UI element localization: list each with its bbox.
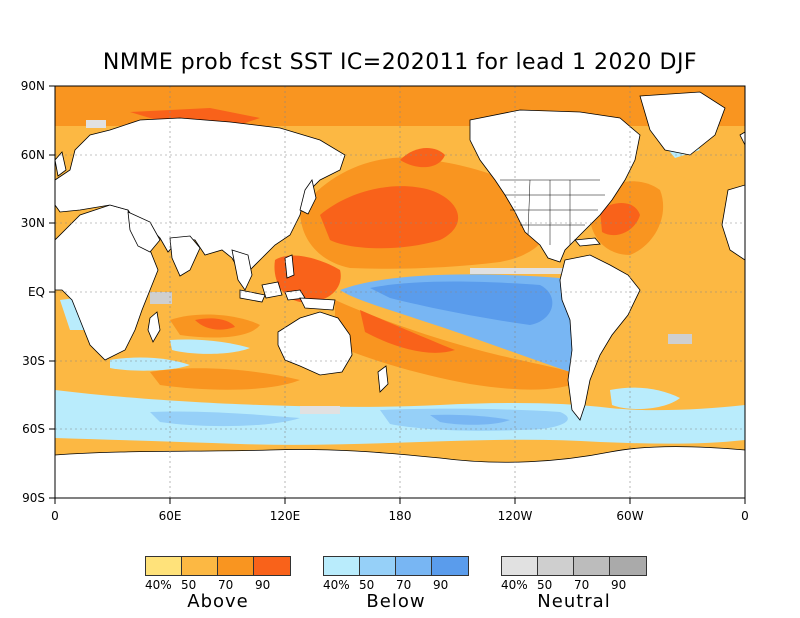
legend-swatch	[218, 557, 254, 575]
legend-tick: 90	[611, 578, 627, 592]
x-tick-label: 120E	[270, 509, 301, 523]
legend-tick: 90	[433, 578, 449, 592]
legend-label: Above	[187, 591, 249, 612]
legend-swatch	[574, 557, 610, 575]
y-tick-label: 90N	[21, 79, 45, 93]
legend-tick: 70	[574, 578, 590, 592]
x-tick-label: 0	[51, 509, 59, 523]
legend-swatch	[610, 557, 646, 575]
legend-above: 40% 50 70 90 Above	[145, 556, 291, 612]
y-tick-label: 30N	[21, 216, 45, 230]
legend-swatch	[324, 557, 360, 575]
legend-colorbar	[145, 556, 291, 576]
x-tick-label: 60W	[616, 509, 643, 523]
legend-tick: 40%	[145, 578, 172, 592]
y-tick-label: 60S	[22, 422, 45, 436]
legend-swatch	[432, 557, 468, 575]
y-tick-label: 90S	[22, 491, 45, 505]
legend-swatch	[254, 557, 290, 575]
legend-tick: 90	[255, 578, 271, 592]
legend-colorbar	[501, 556, 647, 576]
graticule	[55, 86, 745, 498]
legend-swatch	[396, 557, 432, 575]
y-tick-label: EQ	[28, 285, 45, 299]
legend-tick: 40%	[323, 578, 350, 592]
y-axis-labels: 90N 60N 30N EQ 30S 60S 90S	[21, 79, 45, 505]
x-tick-label: 120W	[498, 509, 533, 523]
legend-tick: 50	[181, 578, 197, 592]
legend-label: Below	[366, 591, 426, 612]
legend-swatch	[360, 557, 396, 575]
legend-swatch	[182, 557, 218, 575]
x-tick-label: 180	[389, 509, 412, 523]
y-tick-label: 60N	[21, 148, 45, 162]
x-tick-label: 60E	[159, 509, 182, 523]
legend-tick: 70	[218, 578, 234, 592]
legend-below: 40% 50 70 90 Below	[323, 556, 469, 612]
legend-tick: 50	[359, 578, 375, 592]
tick-marks	[49, 85, 746, 504]
legend-label: Neutral	[537, 591, 611, 612]
legend-colorbar	[323, 556, 469, 576]
legend-tick: 40%	[501, 578, 528, 592]
x-axis-labels: 0 60E 120E 180 120W 60W 0	[51, 509, 749, 523]
us-borders	[500, 179, 605, 245]
legend-swatch	[538, 557, 574, 575]
legend-swatch	[146, 557, 182, 575]
legend-tick: 50	[537, 578, 553, 592]
legend-tick: 70	[396, 578, 412, 592]
x-tick-label: 0	[741, 509, 749, 523]
legend-swatch	[502, 557, 538, 575]
y-tick-label: 30S	[22, 354, 45, 368]
continents	[55, 91, 745, 421]
map-title: NMME prob fcst SST IC=202011 for lead 1 …	[102, 50, 698, 75]
legend-neutral: 40% 50 70 90 Neutral	[501, 556, 647, 612]
